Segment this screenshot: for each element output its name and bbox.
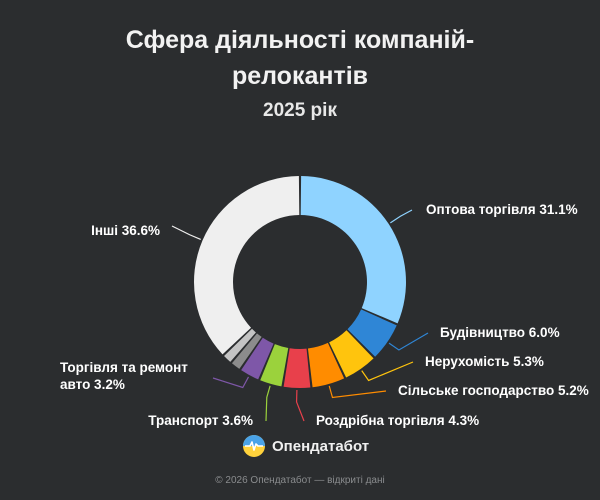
data-label-1: Оптова торгівля 31.1%	[426, 202, 578, 217]
donut-slice-3	[329, 330, 374, 378]
footer-text: © 2026 Опендатабот — відкриті дані	[215, 475, 385, 486]
data-label-4: Сільське господарство 5.2%	[398, 383, 589, 398]
data-label-2: Будівництво 6.0%	[440, 325, 560, 340]
leader-line-2	[388, 332, 429, 351]
donut-slice-6	[260, 344, 289, 387]
donut-slice-8	[231, 333, 262, 369]
brand-name: Опендатабот	[272, 437, 370, 455]
data-label-10: Інші 36.6%	[91, 223, 160, 238]
chart-title-line-2: релокантів	[231, 62, 369, 90]
chart-subtitle: 2025 рік	[263, 100, 337, 121]
leader-line-1	[390, 209, 413, 224]
donut-slice-2	[347, 309, 397, 357]
donut-slice-7	[241, 337, 274, 380]
opendatabot-logo-icon	[243, 435, 265, 457]
data-label-6: Транспорт 3.6%	[148, 413, 253, 428]
data-label-7: Торгівля та ремонт авто 3.2%	[60, 360, 188, 392]
donut-slice-9	[224, 328, 256, 362]
donut-slice-4	[307, 342, 345, 388]
leader-line-5	[295, 389, 305, 422]
donut-slice-10	[194, 176, 300, 355]
leader-line-7	[212, 376, 250, 389]
chart-title-line-1: Сфера діяльності компаній-	[125, 26, 475, 54]
leader-line-3	[361, 361, 414, 382]
data-label-3: Нерухомість 5.3%	[425, 354, 544, 369]
leader-line-4	[328, 385, 387, 399]
brand: Опендатабот	[242, 434, 369, 458]
leader-line-6	[265, 385, 271, 422]
data-label-5: Роздрібна торгівля 4.3%	[316, 413, 479, 428]
leader-line-10	[171, 225, 201, 241]
donut-slice-1	[300, 176, 406, 324]
chart-title: Сфера діяльності компаній- релокантів	[0, 22, 600, 94]
donut-slice-5	[283, 348, 311, 389]
